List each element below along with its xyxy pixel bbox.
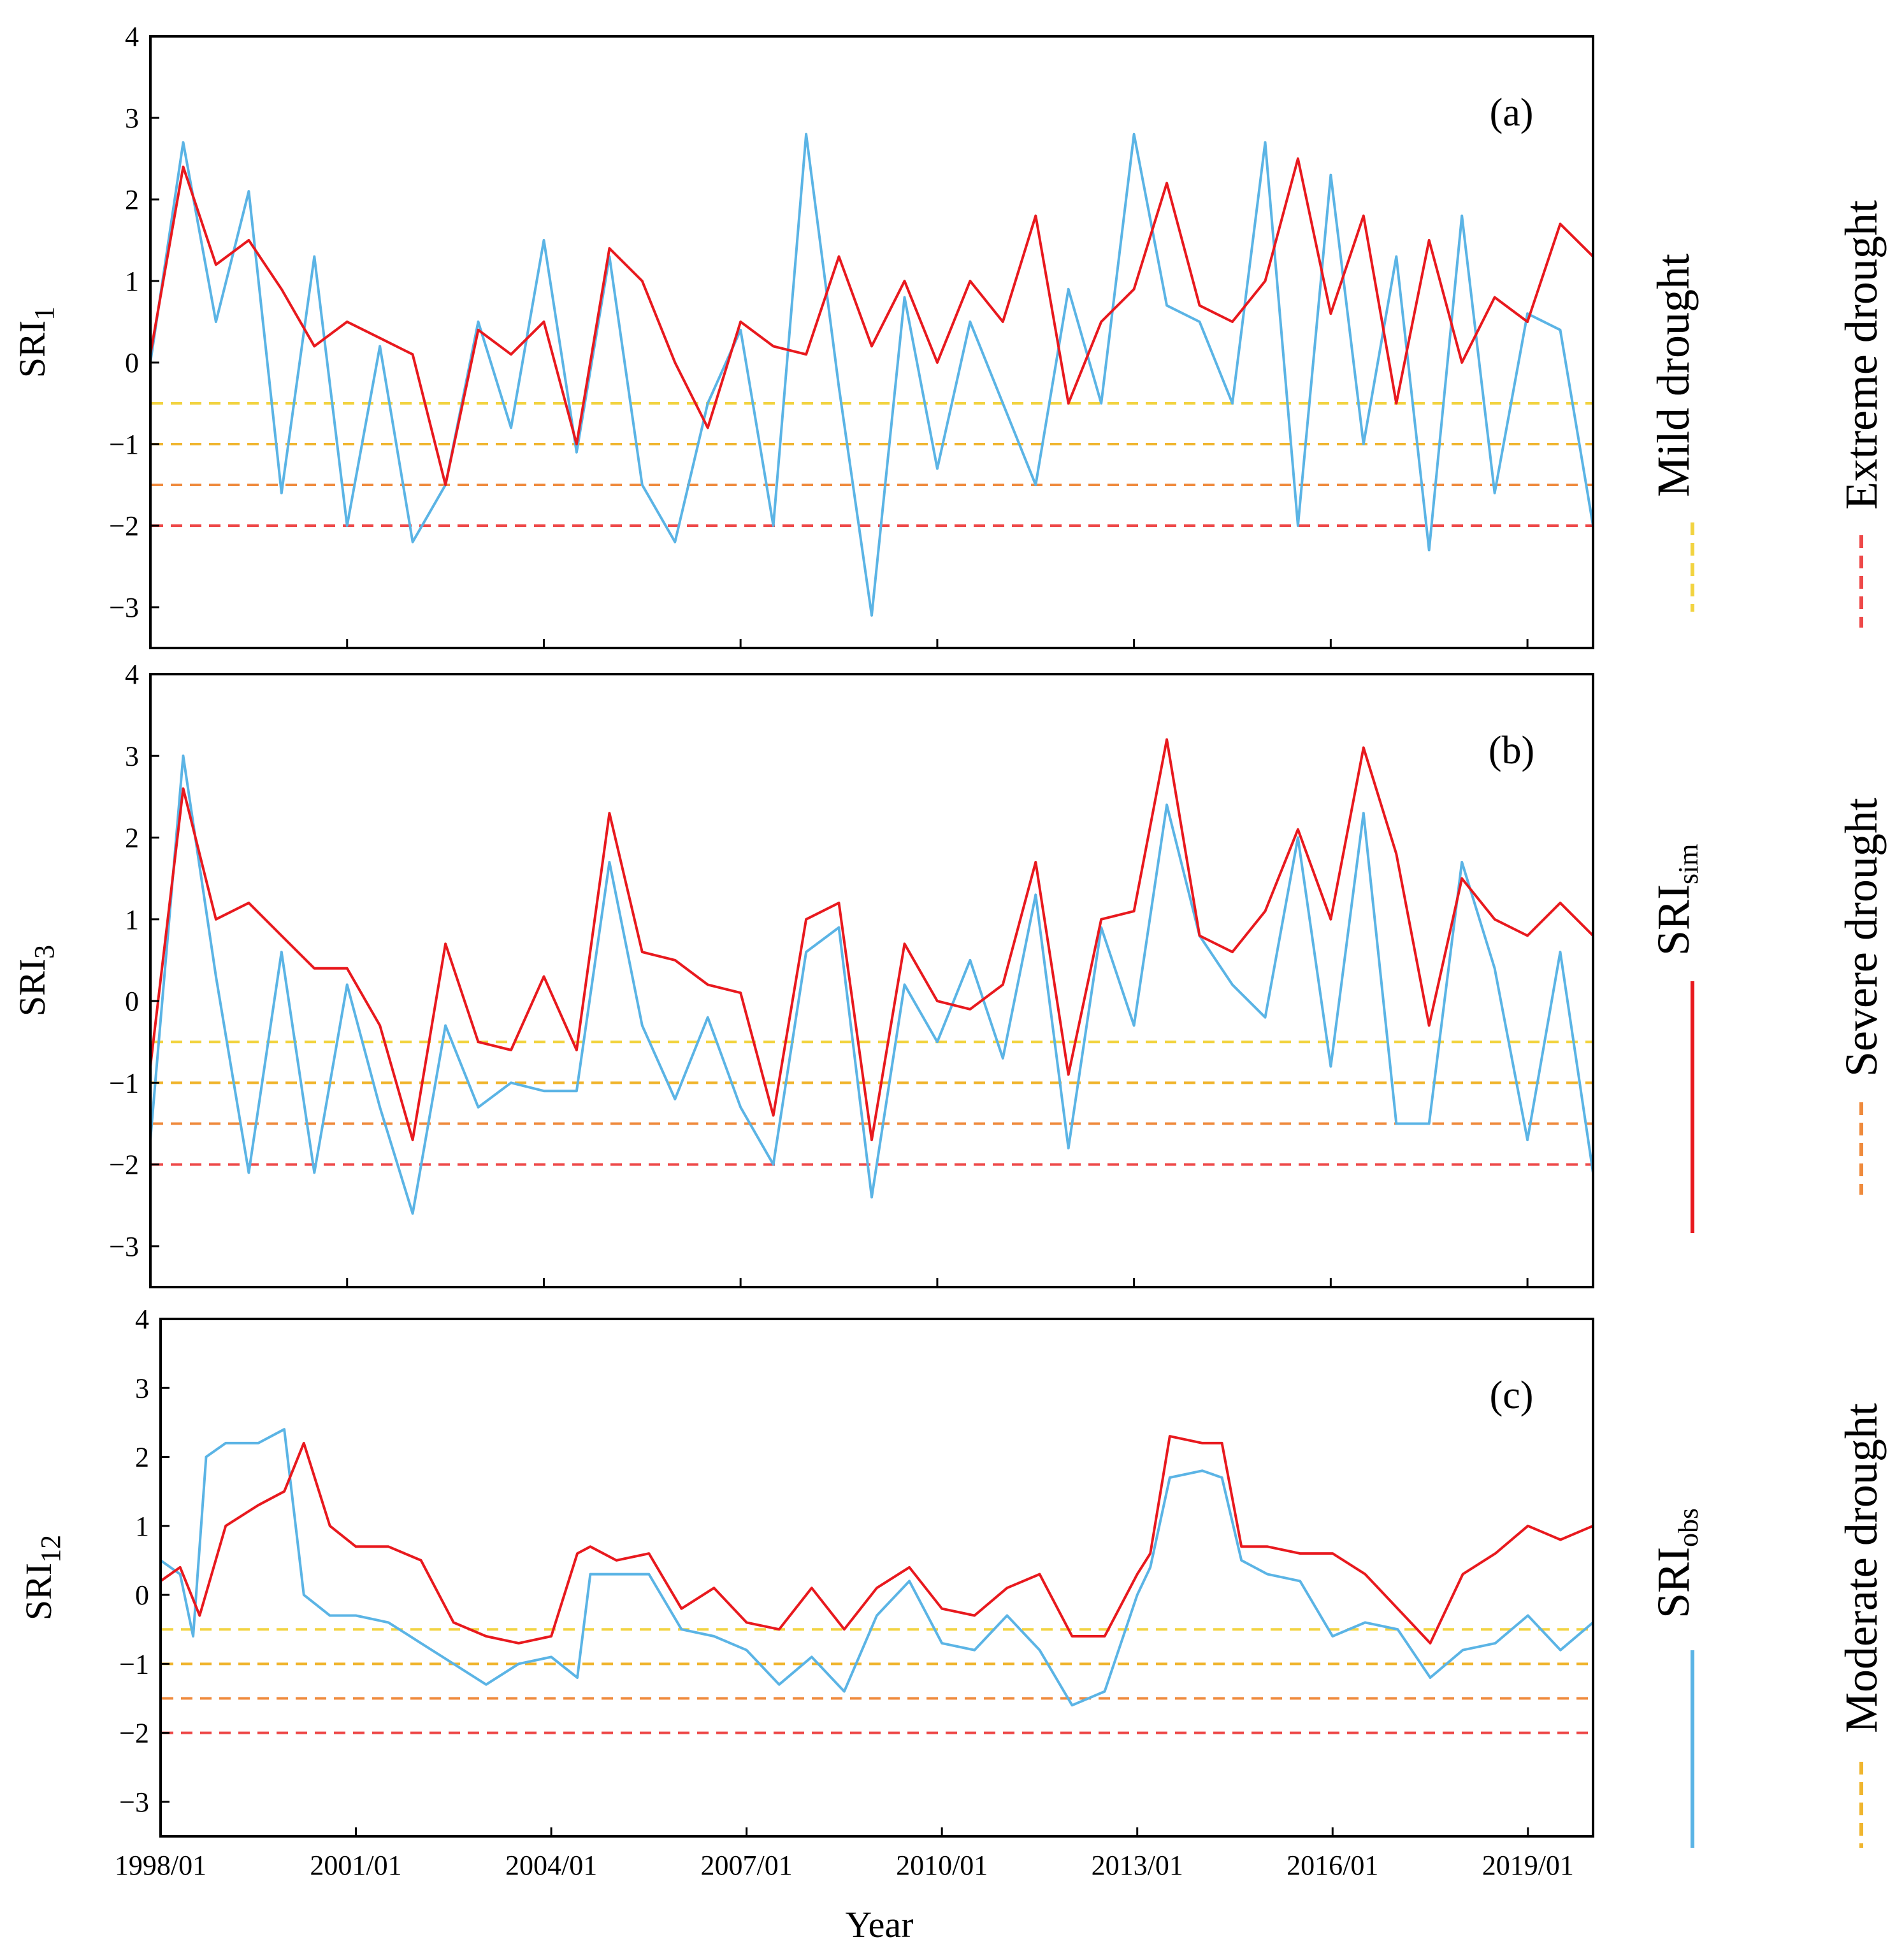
y-tick-label: −2 [109, 1149, 139, 1181]
x-tick-label: 2007/01 [701, 1850, 793, 1881]
y-tick-label: 3 [125, 740, 139, 772]
y-tick-label: −3 [109, 1231, 139, 1262]
plot-frame [159, 1318, 1594, 1838]
x-tick-label: 2001/01 [310, 1850, 401, 1881]
y-tick-label: 1 [125, 904, 139, 935]
legend-extreme-label: Extreme drought [1836, 200, 1887, 510]
y-tick-label: −2 [109, 510, 139, 542]
y-tick-label: 3 [135, 1372, 149, 1404]
series-line-srisim [149, 738, 1594, 1142]
y-tick-label: 4 [135, 1304, 149, 1335]
y-tick-label: 4 [125, 659, 139, 690]
plot-frame [149, 673, 1594, 1288]
y-tick-label: −1 [119, 1648, 149, 1680]
plot-frame [149, 35, 1594, 649]
y-tick-label: −2 [119, 1718, 149, 1749]
panel-b: 4 3 2 1 0 −1 −2 −3 (b) SRI3 [11, 659, 1594, 1288]
y-axis-label: SRI3 [11, 945, 60, 1016]
y-tick-label: 2 [135, 1442, 149, 1473]
series-line-sriobs [159, 1428, 1594, 1707]
y-tick-label: 2 [125, 823, 139, 854]
x-axis-label: Year [846, 1904, 914, 1944]
legend-sim-label: SRIsim [1648, 844, 1704, 956]
y-tick-label: 1 [135, 1511, 149, 1542]
legend-mild-label: Mild drought [1648, 254, 1699, 497]
x-tick-label: 1998/01 [115, 1850, 206, 1881]
y-tick-label: 2 [125, 184, 139, 215]
x-tick-label: 2004/01 [505, 1850, 597, 1881]
series-line-srisim [159, 1435, 1594, 1645]
y-tick-label: 0 [135, 1580, 149, 1611]
series-line-srisim [149, 157, 1594, 486]
panel-label: (a) [1490, 91, 1534, 134]
x-tick-label: 2016/01 [1287, 1850, 1378, 1881]
series-line-sriobs [149, 133, 1594, 617]
y-tick-label: −3 [119, 1787, 149, 1818]
y-axis-label: SRI1 [11, 306, 60, 378]
legend-moderate-label: Moderate drought [1836, 1403, 1887, 1733]
legend: Mild drought SRIsim SRIobs Extreme droug… [1648, 200, 1887, 1848]
x-tick-label: 2019/01 [1482, 1850, 1574, 1881]
y-tick-label: −3 [109, 592, 139, 623]
y-tick-label: 4 [125, 21, 139, 52]
panel-a: 4 3 2 1 0 −1 −2 −3 (a) SRI1 [11, 21, 1594, 649]
y-tick-label: 1 [125, 266, 139, 297]
y-tick-label: −1 [109, 429, 139, 460]
y-tick-label: −1 [109, 1067, 139, 1098]
panel-c: 4 3 2 1 0 −1 −2 −3 1998/01 2001/01 2004/01 2007/01 2… [18, 1304, 1594, 1881]
y-tick-label: 0 [125, 986, 139, 1017]
y-tick-label: 3 [125, 103, 139, 134]
panel-label: (c) [1490, 1374, 1534, 1417]
legend-obs-label: SRIobs [1648, 1508, 1704, 1618]
legend-severe-label: Severe drought [1836, 798, 1887, 1077]
x-tick-label: 2013/01 [1092, 1850, 1183, 1881]
y-tick-label: 0 [125, 347, 139, 378]
y-axis-label: SRI12 [18, 1535, 66, 1620]
series-line-sriobs [149, 754, 1594, 1215]
x-tick-label: 2010/01 [896, 1850, 988, 1881]
panel-label: (b) [1489, 729, 1534, 772]
